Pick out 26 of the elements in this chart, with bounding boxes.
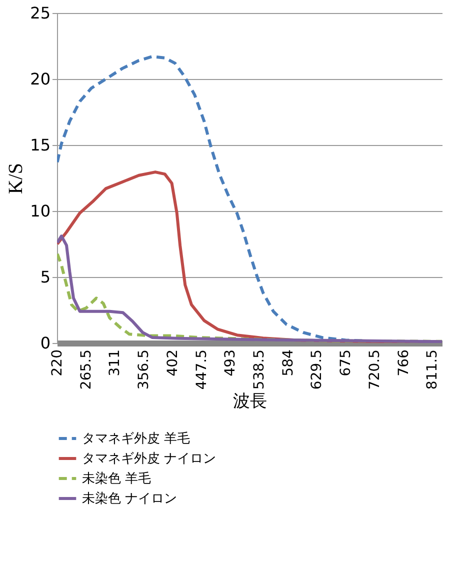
x-tick-label: 265.5 <box>78 350 94 390</box>
x-tick-label: 675 <box>338 350 354 376</box>
x-axis-title: 波長 <box>233 392 267 412</box>
y-axis-title: K/S <box>5 162 28 194</box>
legend-label: タマネギ外皮 ナイロン <box>82 452 216 466</box>
y-tick-label: 10 <box>30 202 50 220</box>
x-tick-label: 356.5 <box>136 350 152 390</box>
y-tick-label: 5 <box>40 268 50 286</box>
x-tick-label: 311 <box>107 350 124 376</box>
legend-label: タマネギ外皮 羊毛 <box>82 432 190 446</box>
y-tick-label: 15 <box>30 136 50 154</box>
x-tick-label: 811.5 <box>424 350 441 390</box>
y-tick-label: 20 <box>30 70 50 88</box>
x-tick-label: 538.5 <box>252 350 268 390</box>
legend-label: 未染色 ナイロン <box>82 492 178 506</box>
x-tick-label: 766 <box>396 349 412 376</box>
x-tick-label: 493 <box>222 350 239 376</box>
x-tick-label: 402 <box>164 350 181 376</box>
y-tick-label: 25 <box>30 4 50 22</box>
y-tick-label: 0 <box>40 334 50 352</box>
x-tick-label: 584 <box>280 349 296 376</box>
x-tick-label: 629.5 <box>309 350 326 390</box>
x-tick-label: 447.5 <box>194 350 210 390</box>
legend-label: 未染色 羊毛 <box>82 472 152 486</box>
x-tick-label: 720.5 <box>366 350 383 390</box>
x-tick-label: 220 <box>50 350 66 376</box>
